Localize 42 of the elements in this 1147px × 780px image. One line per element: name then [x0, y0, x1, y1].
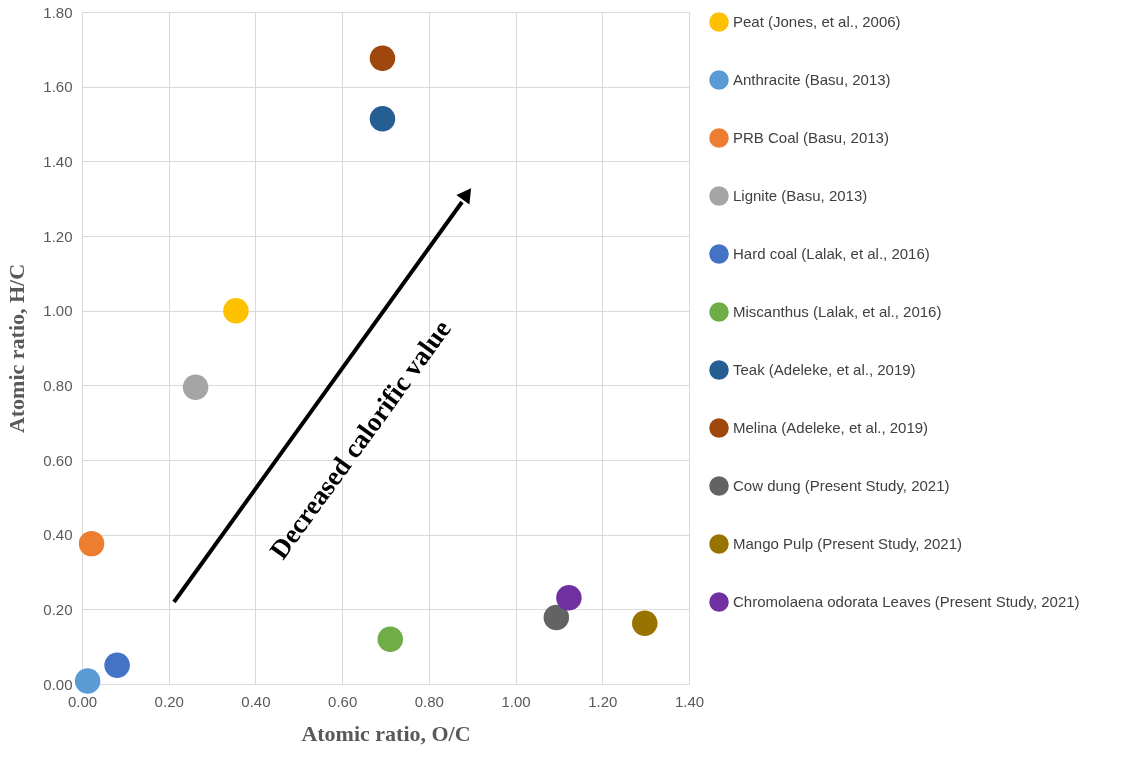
x-tick-label: 1.40	[674, 692, 705, 710]
y-tick-label: 0.20	[43, 600, 73, 618]
point	[78, 530, 105, 557]
legend-label: Chromolaena odorata Leaves (Present Study, 2021)	[733, 593, 1080, 610]
x-tick-label: 0.20	[154, 692, 184, 710]
x-tick-label: 0.00	[67, 692, 98, 710]
legend-label: Anthracite (Basu, 2013)	[733, 71, 891, 88]
legend-label: Lignite (Basu, 2013)	[733, 187, 868, 204]
legend-label: Mango Pulp (Present Study, 2021)	[733, 535, 963, 552]
legend-label: Cow dung (Present Study, 2021)	[733, 477, 950, 494]
y-tick-label: 1.20	[43, 227, 73, 245]
x-tick-label: 1.20	[588, 692, 618, 710]
point	[632, 610, 658, 636]
point	[369, 45, 396, 72]
legend-label: PRB Coal (Basu, 2013)	[733, 129, 889, 146]
legend-label: Miscanthus (Lalak, et al., 2016)	[733, 303, 942, 320]
y-tick-label: 1.00	[43, 302, 73, 320]
legend-label: Peat (Jones, et al., 2006)	[733, 13, 901, 30]
point	[556, 585, 582, 611]
y-tick-label: 1.40	[43, 152, 73, 170]
x-axis-title: Atomic ratio, O/C	[301, 720, 471, 746]
legend-label: Melina (Adeleke, et al., 2019)	[733, 419, 929, 436]
y-tick-label: 0.80	[43, 376, 73, 394]
point	[182, 374, 209, 400]
y-tick-label: 0.60	[43, 451, 73, 469]
legend-label: Teak (Adeleke, et al., 2019)	[733, 361, 916, 378]
x-tick-label: 1.00	[501, 692, 531, 710]
point	[543, 604, 570, 631]
y-tick-label: 1.60	[43, 78, 73, 96]
point	[104, 652, 130, 679]
point	[223, 297, 249, 324]
x-tick-label: 0.80	[414, 692, 444, 710]
x-tick-label: 0.60	[328, 692, 358, 710]
y-tick-label: 0.40	[43, 526, 73, 544]
legend-label: Hard coal (Lalak, et al., 2016)	[733, 245, 930, 262]
point	[377, 626, 404, 652]
y-tick-label: 0.00	[43, 675, 73, 693]
y-tick-label: 1.80	[43, 3, 73, 21]
point	[369, 106, 396, 132]
y-axis-title: Atomic ratio, H/C	[4, 263, 30, 434]
point	[74, 668, 101, 694]
x-tick-label: 0.40	[241, 692, 271, 710]
